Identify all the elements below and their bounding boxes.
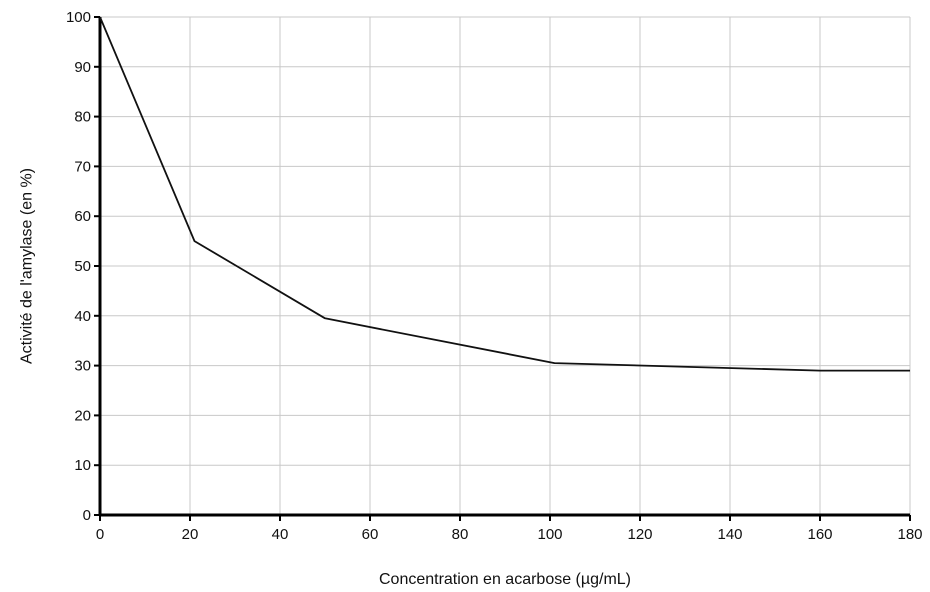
y-tick-label-0: 0 bbox=[83, 507, 91, 524]
x-tick-label-140: 140 bbox=[717, 526, 742, 543]
x-tick-label-40: 40 bbox=[272, 526, 289, 543]
y-tick-label-60: 60 bbox=[74, 208, 91, 225]
y-tick-label-20: 20 bbox=[74, 407, 91, 424]
x-tick-label-80: 80 bbox=[452, 526, 469, 543]
y-tick-label-70: 70 bbox=[74, 158, 91, 175]
x-tick-label-160: 160 bbox=[807, 526, 832, 543]
y-tick-label-90: 90 bbox=[74, 59, 91, 76]
series-line-0 bbox=[99, 16, 910, 372]
y-tick-label-50: 50 bbox=[74, 258, 91, 275]
y-tick-label-30: 30 bbox=[74, 358, 91, 375]
grid bbox=[100, 16, 911, 515]
y-tick-label-80: 80 bbox=[74, 109, 91, 126]
x-tick-label-20: 20 bbox=[182, 526, 199, 543]
x-tick-label-180: 180 bbox=[897, 526, 922, 543]
y-tick-label-10: 10 bbox=[74, 457, 91, 474]
y-tick-label-40: 40 bbox=[74, 308, 91, 325]
x-tick-label-120: 120 bbox=[627, 526, 652, 543]
x-axis-title: Concentration en acarbose (µg/mL) bbox=[379, 571, 631, 588]
x-tick-label-60: 60 bbox=[362, 526, 379, 543]
tick-labels: 0 20 40 60 80 100 120 140 160 180 0 10 20 30 40 50 60 70 8… bbox=[66, 9, 923, 543]
x-tick-label-100: 100 bbox=[537, 526, 562, 543]
series-layer bbox=[99, 16, 911, 372]
y-axis-title: Activité de l'amylase (en %) bbox=[19, 168, 36, 364]
x-tick-label-0: 0 bbox=[96, 526, 104, 543]
y-tick-label-100: 100 bbox=[66, 9, 91, 26]
